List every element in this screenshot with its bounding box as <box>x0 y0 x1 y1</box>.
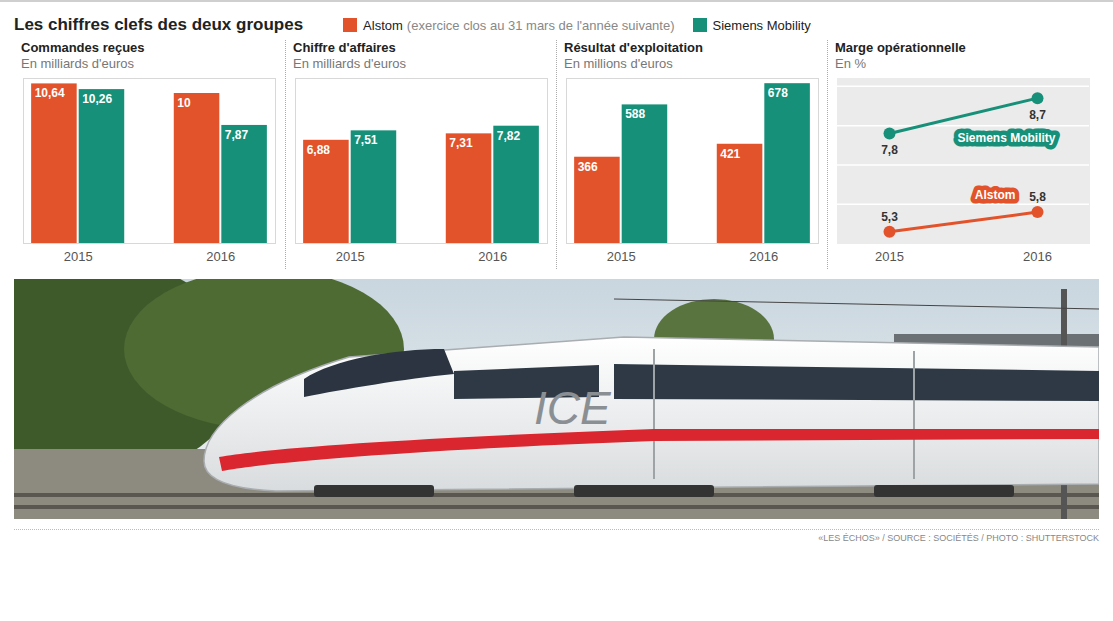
html-text:En milliards d'euros: En milliards d'euros <box>293 56 406 71</box>
html-text:Commandes reçues: Commandes reçues <box>21 40 145 55</box>
svg-text:2015: 2015 <box>875 249 904 264</box>
svg-text:678: 678 <box>768 86 788 100</box>
svg-text:ICE: ICE <box>534 382 612 434</box>
html-text:«LES ÉCHOS» / SOURCE : SOCIÉTÉ: «LES ÉCHOS» / SOURCE : SOCIÉTÉS / PHOTO … <box>818 533 1099 543</box>
svg-text:10,64: 10,64 <box>35 86 65 100</box>
svg-text:366: 366 <box>578 160 598 174</box>
svg-text:5,3: 5,3 <box>881 210 898 224</box>
html-text:Résultat d'exploitation: Résultat d'exploitation <box>564 40 703 55</box>
svg-text:Alstom: Alstom <box>975 188 1016 202</box>
svg-text:2016: 2016 <box>749 249 778 264</box>
html-text:Alstom (exercice clos au 31 ma: Alstom (exercice clos au 31 mars de l'an… <box>363 17 675 33</box>
html-text:Marge opérationnelle: Marge opérationnelle <box>835 40 966 55</box>
svg-text:7,51: 7,51 <box>354 133 378 147</box>
svg-text:588: 588 <box>625 107 645 121</box>
svg-text:2015: 2015 <box>336 249 365 264</box>
svg-text:Siemens Mobility: Siemens Mobility <box>957 131 1055 145</box>
svg-text:7,31: 7,31 <box>449 136 473 150</box>
svg-text:10,26: 10,26 <box>82 92 112 106</box>
html-text:Siemens Mobility: Siemens Mobility <box>712 17 811 33</box>
html-text:En %: En % <box>835 56 867 71</box>
svg-text:7,8: 7,8 <box>881 143 898 157</box>
svg-text:2016: 2016 <box>478 249 507 264</box>
html-text:Chiffre d'affaires: Chiffre d'affaires <box>293 40 396 55</box>
svg-text:10: 10 <box>177 96 191 110</box>
svg-text:2015: 2015 <box>607 249 636 264</box>
svg-text:2015: 2015 <box>64 249 93 264</box>
html-text:En millions d'euros: En millions d'euros <box>564 56 673 71</box>
svg-text:8,7: 8,7 <box>1029 108 1046 122</box>
svg-text:7,87: 7,87 <box>225 128 249 142</box>
svg-text:5,8: 5,8 <box>1029 190 1046 204</box>
svg-text:2016: 2016 <box>1023 249 1052 264</box>
svg-text:421: 421 <box>720 147 740 161</box>
svg-text:2016: 2016 <box>206 249 235 264</box>
svg-text:7,82: 7,82 <box>497 129 521 143</box>
svg-text:6,88: 6,88 <box>307 143 331 157</box>
html-text:En milliards d'euros: En milliards d'euros <box>21 56 134 71</box>
html-text:Les chiffres clefs des deux gr: Les chiffres clefs des deux groupes <box>14 15 304 34</box>
